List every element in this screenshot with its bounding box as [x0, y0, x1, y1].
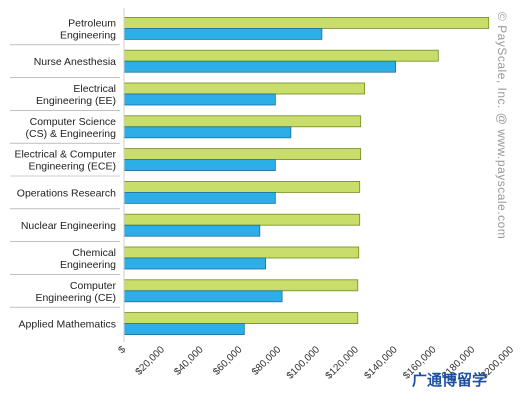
category-label: Computer: [70, 280, 117, 292]
category-label: Engineering (CE): [35, 292, 116, 304]
x-tick-label: $80,000: [250, 344, 284, 378]
category-label: Electrical & Computer: [14, 149, 116, 161]
bar-series-1: [123, 82, 365, 95]
category-label: Electrical: [73, 83, 116, 95]
category-label: (CS) & Engineering: [26, 128, 117, 140]
bar-series-2: [123, 290, 283, 303]
category-label: Engineering (EE): [36, 95, 116, 107]
bar-series-1: [123, 180, 361, 193]
bar-series-2: [123, 60, 397, 73]
bar-series-1: [123, 279, 359, 292]
bar-series-1: [123, 49, 439, 62]
x-tick-label: $20,000: [134, 344, 168, 378]
category-label: Engineering: [60, 259, 116, 271]
category-label: Engineering (ECE): [28, 161, 116, 173]
x-tick-label: $120,000: [324, 344, 362, 382]
watermark-text: © PayScale, Inc. @ www.payscale.com: [495, 12, 509, 239]
x-tick-label: $100,000: [285, 344, 323, 382]
bar-series-2: [123, 93, 276, 106]
bar-series-1: [123, 16, 490, 29]
category-label: Computer Science: [30, 116, 117, 128]
x-tick-label: $40,000: [172, 344, 206, 378]
x-tick-label: $60,000: [211, 344, 245, 378]
category-label: Applied Mathematics: [19, 319, 116, 331]
bar-series-2: [123, 257, 267, 270]
category-label: Chemical: [72, 247, 116, 259]
category-label: Nuclear Engineering: [21, 220, 116, 232]
bar-series-1: [123, 246, 360, 259]
bar-series-2: [123, 159, 276, 172]
bar-series-2: [123, 27, 323, 40]
bars: [123, 16, 490, 336]
bar-series-1: [123, 115, 362, 128]
category-label: Operations Research: [17, 187, 116, 199]
bar-series-1: [123, 312, 359, 325]
category-label: Engineering: [60, 29, 116, 41]
logo: 广通博留学: [412, 371, 487, 389]
bar-series-2: [123, 191, 276, 204]
category-dividers: [10, 44, 120, 308]
bar-series-2: [123, 126, 292, 139]
bar-series-1: [123, 148, 362, 161]
bar-series-2: [123, 323, 245, 336]
category-label: Petroleum: [68, 17, 116, 29]
x-tick-label: $140,000: [362, 344, 400, 382]
bar-series-1: [123, 213, 361, 226]
logo-text: 广通博留学: [412, 371, 487, 389]
bar-series-2: [123, 224, 261, 237]
x-tick-label: $: [116, 344, 128, 356]
category-label: Nurse Anesthesia: [34, 56, 116, 68]
